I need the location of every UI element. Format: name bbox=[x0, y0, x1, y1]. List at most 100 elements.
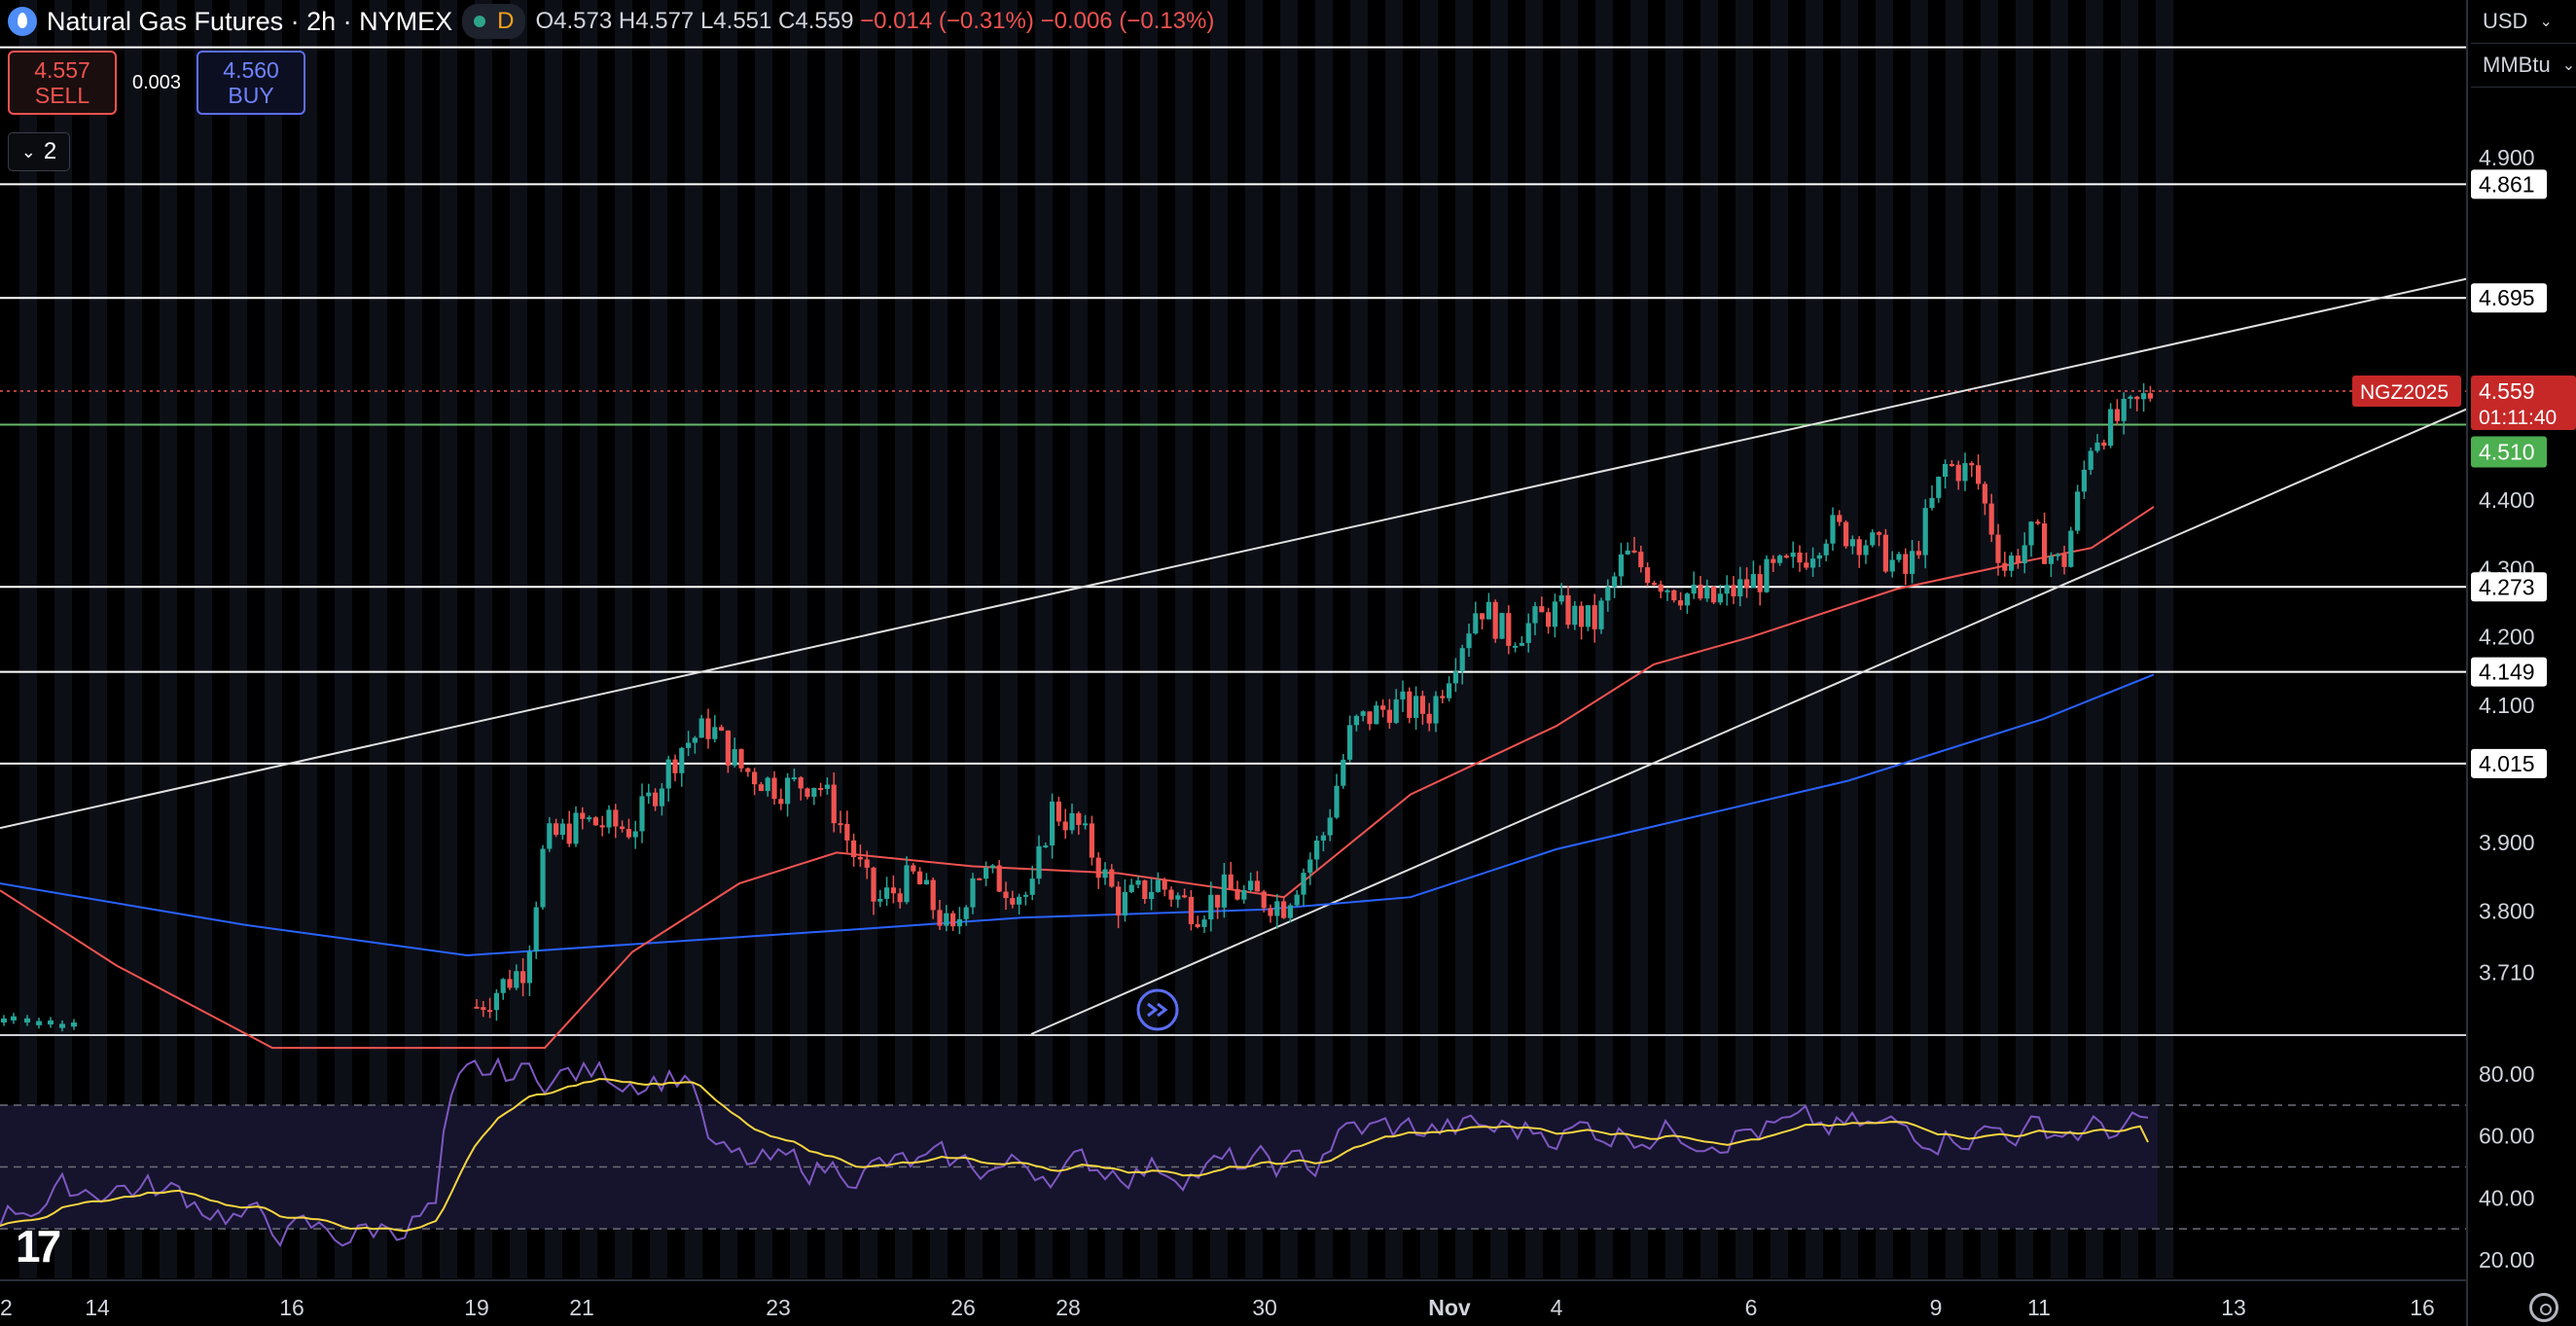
jump-to-realtime-icon[interactable] bbox=[1136, 988, 1179, 1031]
time-tick-label: 30 bbox=[1252, 1295, 1277, 1320]
price-tick-label: 4.100 bbox=[2479, 693, 2535, 718]
candle bbox=[977, 878, 983, 880]
unit-label: MMBtu bbox=[2483, 53, 2551, 77]
session-stripe bbox=[475, 0, 492, 1278]
sell-button[interactable]: 4.557 SELL bbox=[8, 51, 117, 115]
rsi-tick-label: 20.00 bbox=[2479, 1247, 2535, 1272]
candle bbox=[1618, 554, 1624, 577]
candle bbox=[1142, 880, 1148, 900]
market-open-icon bbox=[474, 16, 486, 27]
candle bbox=[989, 865, 995, 868]
session-stripe bbox=[265, 0, 282, 1278]
unit-select[interactable]: MMBtu ⌄ bbox=[2471, 44, 2576, 88]
candle bbox=[1863, 545, 1869, 555]
candle bbox=[963, 907, 969, 919]
candle bbox=[1062, 821, 1068, 831]
candle bbox=[1943, 464, 1949, 478]
candle bbox=[1962, 463, 1968, 482]
gear-icon[interactable] bbox=[2529, 1293, 2558, 1322]
candle bbox=[904, 865, 910, 903]
candle bbox=[930, 879, 936, 911]
candle bbox=[1823, 543, 1829, 555]
session-stripe bbox=[1595, 0, 1613, 1278]
gas-flame-icon bbox=[8, 7, 37, 36]
candle bbox=[1201, 919, 1207, 927]
candle bbox=[1407, 691, 1413, 718]
candle bbox=[1447, 683, 1452, 699]
candle bbox=[984, 867, 989, 879]
candle bbox=[554, 823, 559, 836]
time-tick-label: 19 bbox=[464, 1295, 489, 1320]
candle bbox=[2114, 409, 2120, 421]
candle bbox=[1513, 645, 1519, 648]
candle bbox=[1525, 623, 1531, 643]
currency-label: USD bbox=[2483, 9, 2528, 33]
candle bbox=[1274, 901, 1280, 916]
candle bbox=[493, 992, 499, 1011]
candle bbox=[1248, 880, 1254, 890]
candle bbox=[1095, 857, 1101, 878]
candle bbox=[1737, 579, 1743, 596]
tradingview-logo[interactable]: 17 bbox=[16, 1221, 61, 1272]
candle bbox=[1459, 648, 1465, 672]
indicators-toggle-button[interactable]: ⌄ 2 bbox=[8, 132, 70, 171]
candle bbox=[1678, 600, 1684, 606]
candle bbox=[1466, 633, 1472, 649]
session-stripe bbox=[335, 0, 352, 1278]
session-stripe bbox=[1070, 0, 1088, 1278]
candle bbox=[566, 823, 572, 844]
candle bbox=[838, 823, 843, 826]
candle bbox=[1519, 642, 1524, 646]
candle bbox=[573, 812, 579, 844]
candle bbox=[1949, 464, 1954, 467]
candle bbox=[1433, 696, 1439, 724]
rsi-moving-average bbox=[0, 1078, 2149, 1233]
session-stripe bbox=[160, 0, 177, 1278]
candle bbox=[1558, 594, 1564, 602]
candle bbox=[1988, 503, 1994, 535]
candle bbox=[1810, 558, 1816, 568]
candle bbox=[1003, 891, 1009, 899]
candle bbox=[725, 730, 731, 766]
candle bbox=[1843, 521, 1849, 547]
candle bbox=[1102, 869, 1108, 878]
candle bbox=[1221, 874, 1227, 908]
candle bbox=[2134, 396, 2140, 400]
candle bbox=[2009, 555, 2015, 571]
candle bbox=[514, 971, 519, 988]
session-stripe bbox=[1455, 0, 1473, 1278]
session-stripe bbox=[1420, 0, 1438, 1278]
time-tick-label: 26 bbox=[950, 1295, 976, 1320]
session-stripe bbox=[545, 0, 562, 1278]
candle bbox=[507, 979, 513, 988]
session-stripe bbox=[1630, 0, 1648, 1278]
buy-button[interactable]: 4.560 BUY bbox=[197, 51, 306, 115]
level-label: 4.861 bbox=[2479, 171, 2535, 197]
symbol-title[interactable]: Natural Gas Futures · 2h · NYMEX bbox=[47, 6, 453, 36]
candle bbox=[1579, 605, 1585, 627]
candle bbox=[606, 809, 612, 828]
session-stripe bbox=[2121, 0, 2138, 1278]
session-stripe bbox=[1350, 0, 1368, 1278]
session-stripe bbox=[54, 0, 72, 1278]
session-stripe bbox=[1981, 0, 1998, 1278]
time-tick-label: 9 bbox=[1930, 1295, 1943, 1320]
candle bbox=[1492, 601, 1498, 639]
session-stripes bbox=[19, 0, 2173, 1278]
low-value: L4.551 bbox=[699, 8, 772, 34]
candle bbox=[1480, 613, 1485, 620]
currency-select[interactable]: USD ⌄ bbox=[2471, 0, 2576, 44]
candle bbox=[2088, 450, 2093, 470]
candle bbox=[844, 823, 850, 841]
candle bbox=[1698, 584, 1703, 599]
candle bbox=[1215, 894, 1221, 908]
candle bbox=[1341, 759, 1346, 786]
candle bbox=[1744, 579, 1750, 589]
candle bbox=[1017, 896, 1022, 905]
market-status-pill[interactable]: D bbox=[462, 4, 526, 39]
candle bbox=[1804, 562, 1809, 568]
candle bbox=[2028, 521, 2034, 546]
time-tick-label: 2 bbox=[0, 1295, 13, 1320]
